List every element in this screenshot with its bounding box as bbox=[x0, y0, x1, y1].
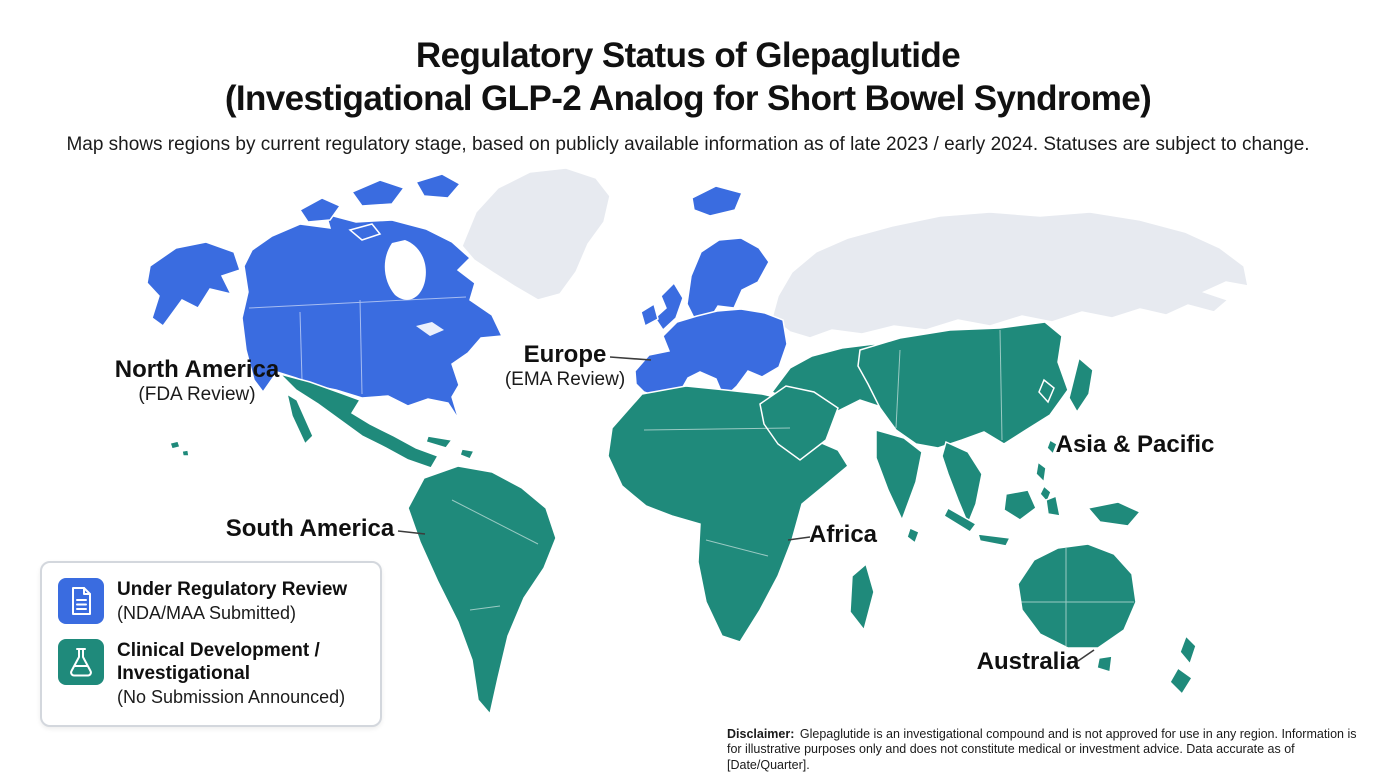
legend: Under Regulatory Review (NDA/MAA Submitt… bbox=[40, 561, 382, 728]
region-pacific-islands bbox=[906, 378, 1142, 547]
region-arctic-islands bbox=[298, 173, 462, 241]
label-name: South America bbox=[225, 515, 395, 542]
page-title: Regulatory Status of Glepaglutide (Invest… bbox=[0, 34, 1376, 121]
region-baja bbox=[285, 392, 314, 446]
document-icon bbox=[58, 578, 104, 624]
region-australia bbox=[1017, 543, 1137, 649]
region-hawaii bbox=[169, 440, 190, 457]
legend-title: Clinical Development / Investigational bbox=[117, 640, 320, 685]
region-north-america bbox=[241, 212, 504, 421]
leader-lines bbox=[397, 356, 1095, 662]
region-madagascar bbox=[849, 562, 875, 632]
region-arabia bbox=[759, 385, 839, 461]
label-europe: Europe (EMA Review) bbox=[505, 341, 625, 391]
leader-europe bbox=[609, 356, 652, 361]
title-line1: Regulatory Status of Glepaglutide bbox=[415, 36, 961, 75]
inland-water bbox=[384, 240, 444, 336]
region-tasmania bbox=[1096, 655, 1113, 673]
region-east-asia bbox=[857, 321, 1069, 449]
label-name: Europe bbox=[523, 341, 607, 368]
legend-item-under-review: Under Regulatory Review (NDA/MAA Submitt… bbox=[58, 578, 364, 624]
region-alaska bbox=[146, 241, 241, 328]
region-greenland bbox=[461, 167, 611, 301]
flask-icon bbox=[58, 639, 104, 686]
regions-teal bbox=[169, 321, 1197, 716]
label-north-america: North America (FDA Review) bbox=[115, 356, 279, 406]
label-south-america: South America bbox=[226, 515, 394, 543]
legend-text: Clinical Development / Investigational (… bbox=[117, 639, 347, 708]
region-india bbox=[875, 429, 923, 522]
region-caribbean-islands bbox=[425, 435, 476, 460]
region-iceland bbox=[691, 185, 744, 217]
disclaimer-text: Glepaglutide is an investigational compo… bbox=[727, 727, 1357, 772]
region-russia bbox=[771, 211, 1249, 339]
disclaimer-label: Disclaimer: bbox=[727, 727, 795, 741]
regions-blue bbox=[146, 173, 788, 421]
label-sub: (FDA Review) bbox=[138, 384, 256, 405]
country-borders bbox=[248, 296, 1134, 646]
leader-australia bbox=[1077, 649, 1095, 662]
label-sub: (EMA Review) bbox=[504, 369, 626, 390]
regions-gray bbox=[461, 167, 1249, 339]
legend-subtitle: (NDA/MAA Submitted) bbox=[117, 602, 297, 623]
leader-south-america bbox=[397, 530, 426, 535]
disclaimer: Disclaimer: Glepaglutide is an investiga… bbox=[727, 727, 1359, 773]
legend-item-investigational: Clinical Development / Investigational (… bbox=[58, 639, 364, 708]
region-south-america bbox=[407, 465, 557, 716]
title-line2: (Investigational GLP-2 Analog for Short … bbox=[224, 79, 1152, 119]
label-name: North America bbox=[114, 356, 280, 383]
legend-text: Under Regulatory Review (NDA/MAA Submitt… bbox=[117, 578, 347, 624]
page-subtitle: Map shows regions by current regulatory … bbox=[66, 133, 1310, 155]
label-name: Africa bbox=[808, 521, 878, 548]
label-name: Australia bbox=[976, 648, 1080, 675]
label-australia: Australia bbox=[977, 648, 1080, 676]
label-asia-pacific: Asia & Pacific bbox=[1056, 431, 1215, 459]
legend-subtitle: (No Submission Announced) bbox=[117, 686, 346, 707]
region-new-zealand bbox=[1169, 634, 1197, 696]
legend-title: Under Regulatory Review bbox=[117, 579, 348, 600]
region-mexico-central-america bbox=[277, 372, 440, 469]
region-ireland bbox=[640, 302, 659, 328]
hudson-bay bbox=[384, 240, 426, 300]
region-japan bbox=[1068, 356, 1094, 414]
header: Regulatory Status of Glepaglutide (Invest… bbox=[0, 34, 1376, 156]
leader-africa bbox=[787, 536, 811, 541]
label-name: Asia & Pacific bbox=[1055, 431, 1215, 458]
great-lakes bbox=[416, 322, 444, 336]
region-uk bbox=[654, 281, 684, 332]
label-africa: Africa bbox=[809, 521, 877, 549]
